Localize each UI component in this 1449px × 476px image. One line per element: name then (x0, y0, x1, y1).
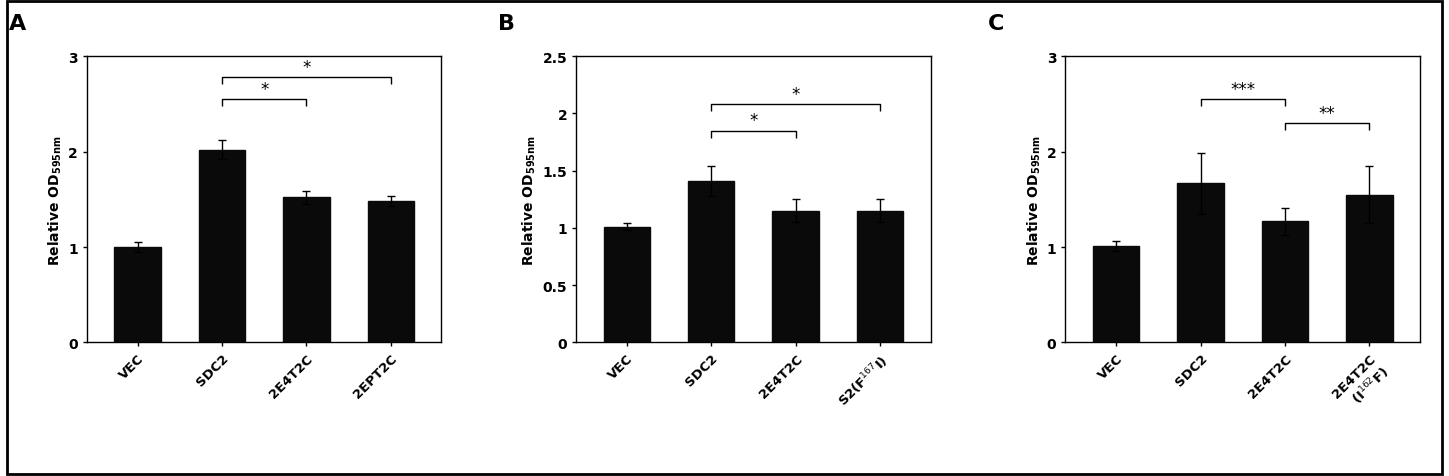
Text: *: * (303, 59, 310, 77)
Bar (856, 211, 903, 343)
Bar (1178, 184, 1224, 343)
Text: A: A (9, 14, 26, 34)
Text: B: B (498, 14, 516, 34)
Text: C: C (987, 14, 1004, 34)
Bar (772, 211, 819, 343)
Bar (1093, 247, 1139, 343)
Text: **: ** (1319, 104, 1336, 122)
Bar (688, 182, 735, 343)
Text: *: * (791, 86, 800, 104)
Y-axis label: Relative OD$_{\mathbf{595nm}}$: Relative OD$_{\mathbf{595nm}}$ (1024, 135, 1042, 265)
Text: *: * (749, 112, 758, 130)
Bar (1262, 222, 1308, 343)
Text: *: * (259, 80, 268, 99)
Bar (604, 228, 651, 343)
Bar (1346, 195, 1392, 343)
Bar (199, 150, 245, 343)
Bar (114, 248, 161, 343)
Bar (283, 198, 329, 343)
Y-axis label: Relative OD$_{\mathbf{595nm}}$: Relative OD$_{\mathbf{595nm}}$ (520, 135, 538, 265)
Bar (368, 202, 414, 343)
Y-axis label: Relative OD$_{\mathbf{595nm}}$: Relative OD$_{\mathbf{595nm}}$ (46, 135, 64, 265)
Text: ***: *** (1230, 80, 1255, 99)
